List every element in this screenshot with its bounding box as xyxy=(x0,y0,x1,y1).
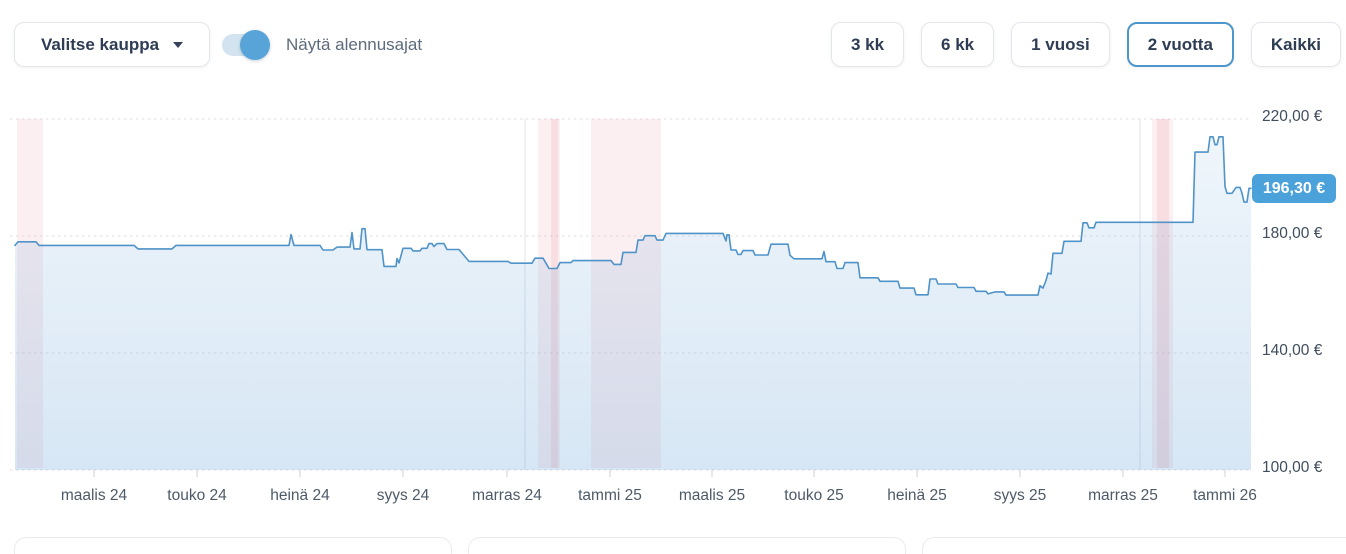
x-axis-label: marras 24 xyxy=(472,487,542,504)
store-select-label: Valitse kauppa xyxy=(40,34,160,54)
x-axis-label: maalis 25 xyxy=(679,487,745,504)
bottom-card-2 xyxy=(468,537,906,554)
range-button-2vuotta[interactable]: 2 vuotta xyxy=(1126,22,1234,67)
time-range-selector: 3 kk 6 kk 1 vuosi 2 vuotta Kaikki xyxy=(830,22,1341,67)
x-axis-label: touko 25 xyxy=(784,487,843,504)
x-axis-label: heinä 25 xyxy=(887,487,946,504)
range-button-3kk[interactable]: 3 kk xyxy=(830,22,905,67)
bottom-card-1 xyxy=(14,537,452,554)
x-axis-label: touko 24 xyxy=(167,487,227,504)
x-axis-label: syys 25 xyxy=(994,487,1047,504)
y-axis-label: 180,00 € xyxy=(1262,225,1323,242)
range-button-6kk[interactable]: 6 kk xyxy=(921,22,995,67)
range-button-kaikki[interactable]: Kaikki xyxy=(1250,22,1341,67)
discount-toggle[interactable] xyxy=(222,29,270,60)
y-axis-label: 220,00 € xyxy=(1262,108,1323,125)
y-axis-label: 100,00 € xyxy=(1262,459,1323,476)
toggle-knob-icon xyxy=(240,29,270,60)
y-axis-label: 140,00 € xyxy=(1262,342,1323,359)
current-price-badge: 196,30 € xyxy=(1252,174,1336,204)
chevron-down-icon xyxy=(173,41,184,48)
x-axis-label: tammi 26 xyxy=(1193,487,1257,504)
x-axis-label: maalis 24 xyxy=(61,487,128,504)
x-axis-label: tammi 25 xyxy=(578,487,642,504)
x-axis-label: syys 24 xyxy=(377,487,430,504)
bottom-card-3 xyxy=(922,537,1346,554)
discount-toggle-label: Näytä alennusajat xyxy=(286,34,423,54)
range-button-1vuosi[interactable]: 1 vuosi xyxy=(1011,22,1110,67)
x-axis-label: heinä 24 xyxy=(270,487,330,504)
store-select-dropdown[interactable]: Valitse kauppa xyxy=(14,22,210,67)
discount-toggle-group: Näytä alennusajat xyxy=(222,22,422,67)
x-axis-label: marras 25 xyxy=(1088,487,1158,504)
